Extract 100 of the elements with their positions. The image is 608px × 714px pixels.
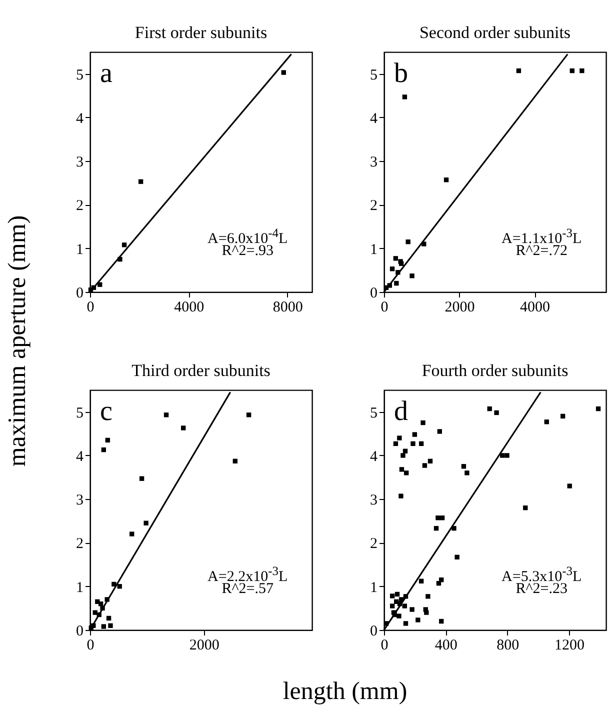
annotation: a	[100, 58, 112, 89]
point	[92, 610, 98, 615]
point	[406, 239, 410, 244]
y-tick-label: 2	[370, 198, 378, 214]
point	[440, 516, 445, 520]
point	[400, 453, 406, 458]
x-tick-label: 1200	[554, 638, 584, 654]
x-axis-title: length (mm)	[282, 678, 408, 706]
point	[410, 274, 414, 278]
point	[567, 484, 572, 488]
y-tick-label: 1	[370, 242, 378, 258]
point	[122, 242, 127, 248]
y-tick-label: 0	[370, 286, 378, 302]
point	[428, 458, 433, 464]
y-tick-label: 5	[370, 405, 378, 422]
point	[399, 467, 404, 472]
point	[390, 266, 395, 272]
point	[164, 412, 169, 418]
y-tick-label: 5	[370, 67, 378, 84]
point	[394, 592, 400, 597]
point	[424, 610, 429, 615]
chart-title: Second order subunits	[419, 23, 571, 42]
point	[461, 464, 466, 469]
y-tick-label: 2	[370, 536, 378, 552]
point	[394, 280, 399, 286]
x-tick-label: 4000	[174, 300, 204, 316]
point	[494, 410, 499, 416]
point	[138, 179, 144, 184]
point	[487, 406, 492, 412]
point	[516, 68, 522, 74]
point	[181, 426, 186, 430]
point	[403, 621, 408, 626]
point	[500, 453, 505, 458]
annotation: c	[100, 396, 112, 427]
chart-title: Fourth order subunits	[422, 361, 568, 380]
point	[464, 470, 470, 476]
point	[426, 594, 430, 599]
y-tick-label: 0	[370, 624, 378, 640]
point	[437, 429, 442, 434]
y-tick-label: 2	[76, 198, 84, 214]
y-axis-title: maximum aperture (mm)	[4, 215, 32, 467]
y-tick-label: 4	[76, 110, 84, 127]
annotation: R^2=.23	[516, 580, 568, 597]
point	[117, 584, 122, 589]
x-tick-label: 8000	[272, 300, 303, 316]
point	[397, 436, 402, 440]
annotation: R^2=.72	[516, 242, 568, 259]
point	[139, 476, 144, 481]
x-tick-label: 0	[380, 638, 388, 654]
point	[580, 68, 584, 74]
y-tick-label: 1	[76, 580, 84, 596]
x-tick-label: 0	[86, 638, 94, 654]
x-tick-label: 0	[86, 300, 94, 316]
point	[410, 607, 414, 612]
point	[390, 604, 395, 608]
y-tick-label: 4	[370, 448, 378, 465]
point	[98, 282, 102, 287]
point	[390, 594, 395, 598]
point	[393, 256, 398, 261]
y-tick-label: 3	[76, 492, 84, 509]
point	[144, 520, 148, 526]
point	[402, 604, 408, 608]
point	[398, 494, 404, 498]
point	[101, 447, 106, 452]
x-tick-label: 2000	[444, 300, 475, 316]
point	[504, 453, 510, 458]
point	[422, 463, 428, 468]
point	[232, 458, 238, 464]
point	[98, 601, 104, 606]
x-tick-label: 800	[496, 638, 520, 654]
annotation: R^2=.57	[222, 580, 274, 597]
annotation: d	[394, 396, 408, 427]
point	[420, 420, 426, 426]
point	[129, 532, 134, 536]
point	[402, 94, 408, 100]
y-tick-label: 3	[370, 492, 378, 509]
x-tick-label: 400	[434, 638, 458, 654]
point	[434, 526, 439, 531]
point	[393, 441, 398, 446]
y-tick-label: 3	[76, 154, 84, 171]
y-tick-label: 1	[76, 242, 84, 258]
point	[112, 582, 116, 587]
point	[560, 414, 566, 419]
point	[454, 554, 460, 560]
annotation: b	[394, 58, 408, 89]
point	[281, 70, 286, 75]
point	[596, 406, 601, 412]
chart-title: First order subunits	[134, 23, 268, 42]
point	[544, 420, 549, 424]
point	[396, 614, 402, 618]
y-tick-label: 0	[76, 286, 84, 302]
point	[418, 441, 424, 446]
point	[108, 623, 113, 628]
point	[416, 618, 420, 622]
x-tick-label: 4000	[520, 300, 550, 316]
y-tick-label: 5	[76, 405, 84, 422]
y-tick-label: 0	[76, 624, 84, 640]
y-tick-label: 2	[76, 536, 84, 552]
point	[418, 578, 424, 584]
point	[101, 624, 106, 629]
